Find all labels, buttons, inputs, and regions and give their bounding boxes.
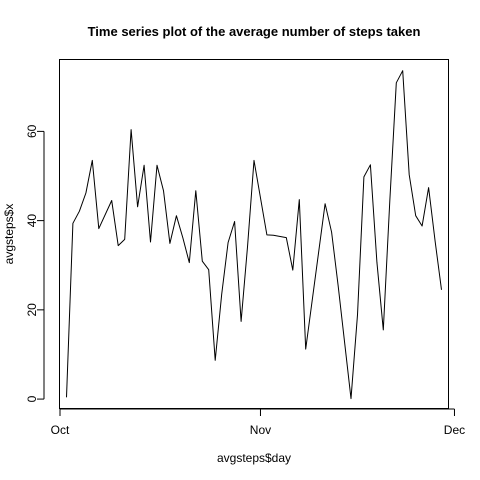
chart-title: Time series plot of the average number o… (88, 24, 421, 39)
y-axis-label: avgsteps$x (2, 204, 16, 265)
x-tick-label: Oct (51, 423, 70, 437)
series-layer (66, 70, 442, 400)
y-tick-label: 40 (25, 214, 39, 228)
y-tick-label: 20 (25, 303, 39, 317)
y-axis: 0 20 40 60 (25, 124, 45, 402)
y-tick-label: 60 (25, 124, 39, 138)
series-line (66, 70, 442, 400)
x-tick-label: Nov (250, 423, 271, 437)
x-axis-label: avgsteps$day (217, 451, 291, 465)
x-axis: Oct Nov Dec (51, 408, 465, 437)
x-tick-label: Dec (444, 423, 465, 437)
y-tick-label: 0 (25, 395, 39, 402)
plot-frame (59, 59, 449, 409)
